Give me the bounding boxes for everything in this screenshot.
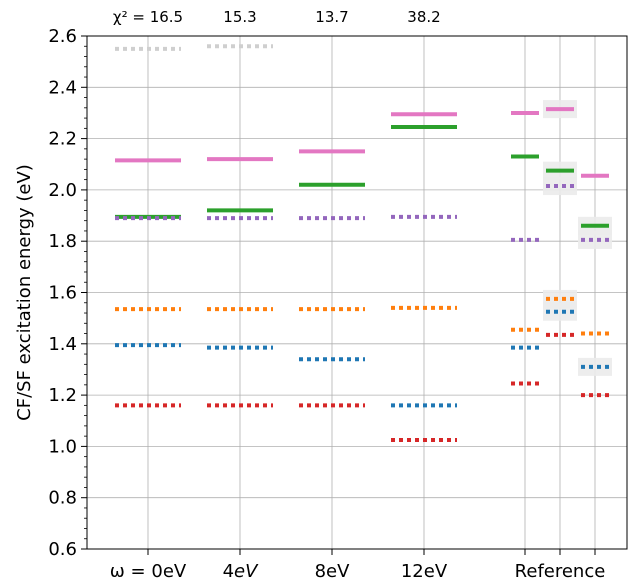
y-tick-label: 2.0 [48, 180, 77, 201]
reference-uncertainty-band [578, 230, 612, 249]
x-tick-label: 8eV [315, 561, 351, 582]
y-tick-label: 2.2 [48, 129, 77, 150]
y-tick-label: 2.6 [48, 26, 77, 47]
y-tick-label: 2.4 [48, 77, 77, 98]
y-tick-label: 1.4 [48, 334, 77, 355]
chi-squared-label: 13.7 [315, 8, 348, 26]
x-tick-label-unit: eV [234, 561, 259, 582]
chi-squared-label: 38.2 [407, 8, 440, 26]
x-tick-label-part: 4 [223, 561, 234, 582]
x-tick-label-unit: 0eV [151, 561, 187, 582]
y-tick-label: 1.6 [48, 283, 77, 304]
reference-shading [543, 100, 612, 376]
x-tick-label: 12eV [401, 561, 448, 582]
labels: 0.6 0.8 1.0 1.2 1.4 1.6 1.8 2.0 2.2 2.4 2.6 ω = 0eV… [48, 8, 605, 582]
x-tick-label-part: 12eV [401, 561, 448, 582]
x-tick-label-part: Reference [515, 561, 606, 582]
x-tick-label: 4eV [223, 561, 260, 582]
reference-uncertainty-band [543, 302, 577, 321]
x-tick-label-part: 8eV [315, 561, 351, 582]
data-marks [115, 44, 609, 442]
x-tick-label-part: ω = [110, 561, 152, 582]
y-tick-label: 0.6 [48, 539, 77, 560]
axes [81, 35, 596, 555]
y-tick-label: 1.8 [48, 231, 77, 252]
y-tick-label: 0.8 [48, 488, 77, 509]
y-axis-label: CF/SF excitation energy (eV) [14, 164, 35, 421]
y-tick-label: 1.2 [48, 385, 77, 406]
y-tick-label: 1.0 [48, 436, 77, 457]
x-tick-label: ω = 0eV [110, 561, 187, 582]
x-tick-label: Reference [515, 561, 606, 582]
chi-squared-label: χ² = 16.5 [113, 8, 183, 26]
reference-uncertainty-band [578, 357, 612, 376]
chi-squared-label: 15.3 [223, 8, 256, 26]
reference-uncertainty-band [543, 177, 577, 196]
